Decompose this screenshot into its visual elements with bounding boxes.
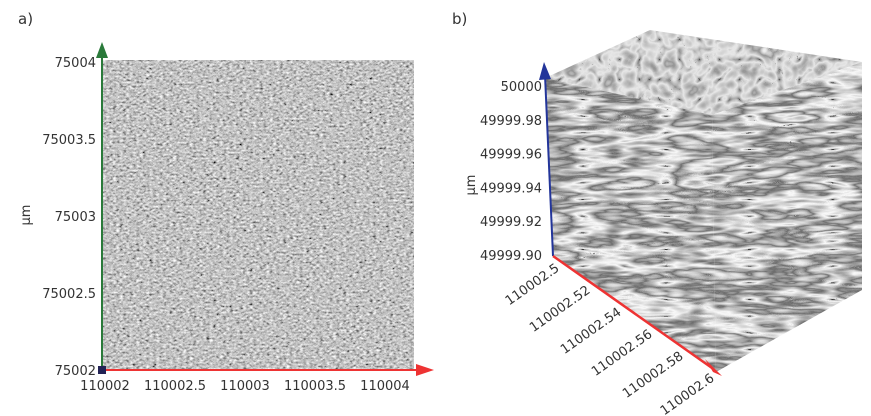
x-tick-label: 110002.6 (658, 371, 717, 416)
panel-label: a) (18, 10, 33, 28)
origin (98, 366, 106, 374)
x-tick-label: 110003 (220, 379, 270, 394)
cube-left (540, 75, 720, 375)
panel-label: b) (452, 10, 467, 28)
y-label: µm (19, 205, 34, 226)
z-label: µm (464, 175, 479, 196)
y-arrow (96, 42, 108, 58)
y-tick-label: 75002 (55, 364, 96, 379)
y-tick-label: 75002.5 (42, 287, 96, 302)
z-tick-label: 49999.90 (480, 249, 542, 264)
x-tick-label: 110002.5 (503, 261, 562, 309)
y-tick-label: 75004 (55, 56, 96, 71)
y-tick-label: 75003.5 (42, 133, 96, 148)
figure: a) µm b) µm 75004 75003.5 75003 75002.5 7500… (0, 0, 871, 416)
z-tick-label: 49999.94 (480, 181, 542, 196)
z-tick-label: 49999.98 (480, 114, 542, 129)
z-arrow (539, 62, 551, 80)
z-tick-label: 49999.92 (480, 215, 542, 230)
x-tick-label: 110002.5 (144, 379, 206, 394)
x-tick-label: 110002 (80, 379, 130, 394)
x-tick-label: 110004 (360, 379, 410, 394)
x-tick-label: 110003.5 (284, 379, 346, 394)
x-arrow (416, 364, 434, 376)
z-tick-label: 50000 (501, 80, 542, 95)
image-2d (102, 60, 414, 370)
y-tick-label: 75003 (55, 210, 96, 225)
z-tick-label: 49999.96 (480, 148, 542, 163)
